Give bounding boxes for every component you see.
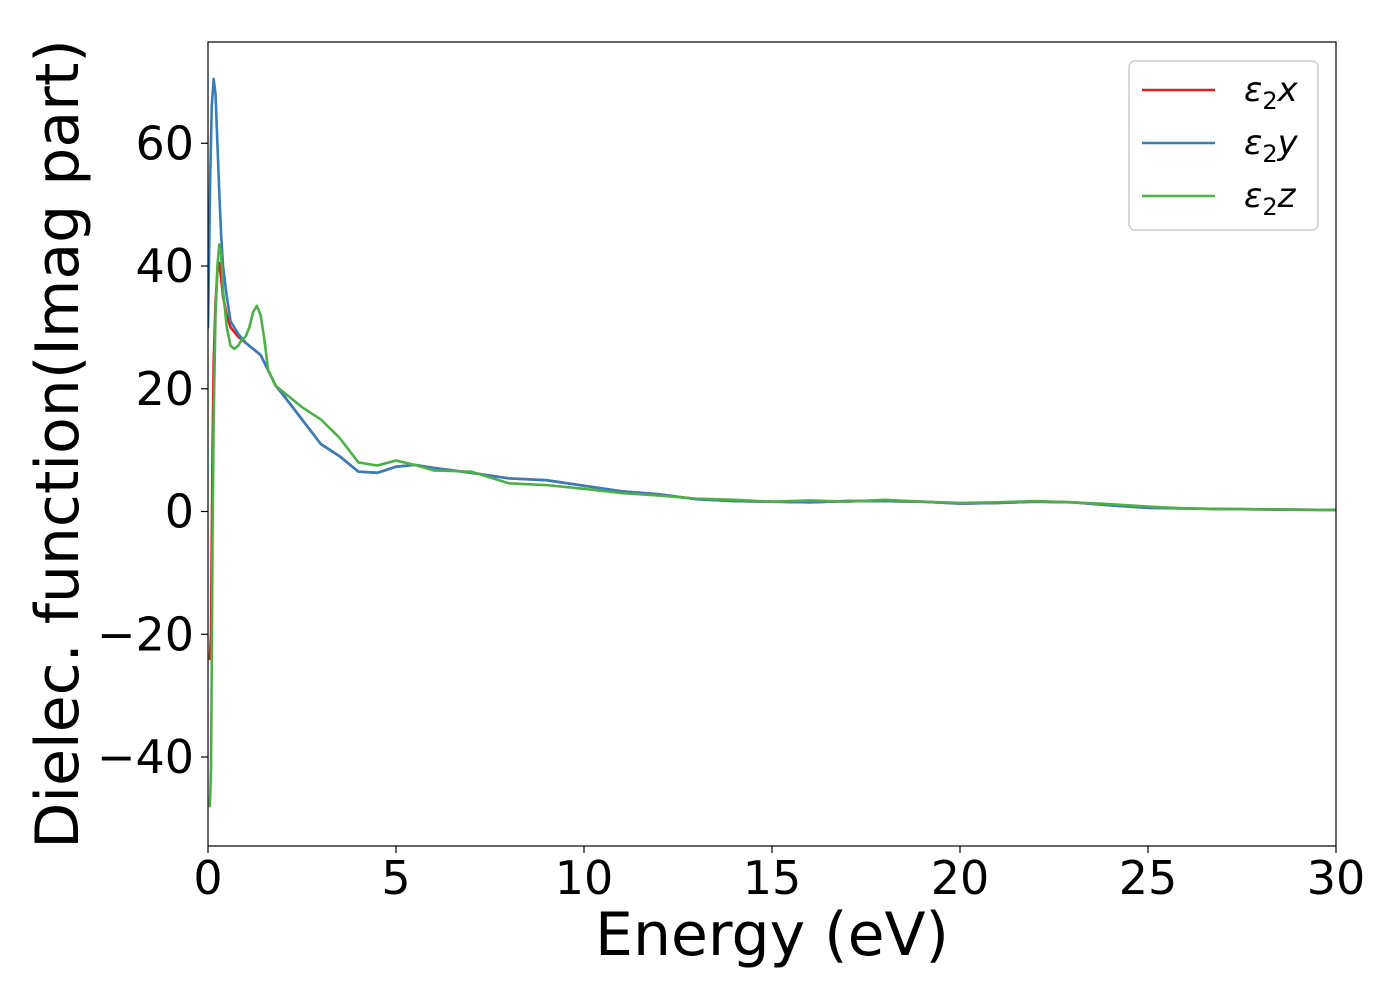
y-tick-label: −20 [97,607,194,661]
legend-label-z: ε2z [1244,176,1297,221]
legend-frame [1128,60,1319,231]
x-tick-label: 5 [381,851,410,905]
legend-subscript: 2 [1262,193,1277,221]
legend-symbol: ε [1244,123,1262,163]
x-tick-label: 10 [555,851,614,905]
y-tick-label: 40 [135,239,194,293]
legend-symbol: ε [1244,176,1262,216]
legend-component: y [1277,123,1299,163]
legend-subscript: 2 [1262,87,1277,115]
y-tick-label: 60 [135,116,194,170]
legend-label-y: ε2y [1244,123,1299,168]
legend-component: z [1277,176,1297,216]
x-tick-label: 25 [1119,851,1178,905]
legend-subscript: 2 [1262,140,1277,168]
legend-component: x [1277,70,1299,110]
y-tick-label: 0 [165,485,194,539]
x-tick-label: 15 [743,851,802,905]
y-tick-label: −40 [97,730,194,784]
x-axis: 0 5 10 15 20 25 30 [193,846,1365,905]
y-tick-label: 20 [135,362,194,416]
series-line-z [208,243,1336,808]
y-axis: −40 −20 0 20 40 60 [97,116,208,784]
legend-symbol: ε [1244,70,1262,110]
x-tick-label: 20 [931,851,990,905]
y-axis-label: Dielec. function(Imag part) [23,39,93,849]
x-axis-label: Energy (eV) [595,900,949,970]
legend-label-x: ε2x [1244,70,1299,115]
x-tick-label: 30 [1307,851,1366,905]
series-layer [208,77,1336,808]
x-tick-label: 0 [193,851,222,905]
